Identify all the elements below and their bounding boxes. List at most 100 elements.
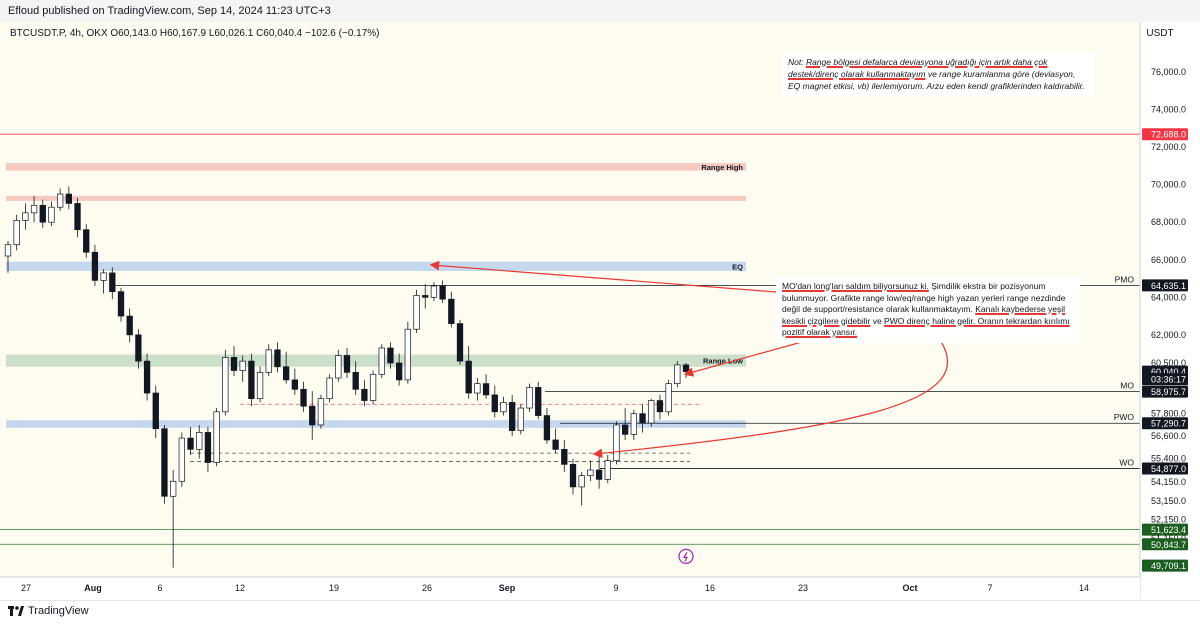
x-tick-12: 14 <box>1079 583 1089 593</box>
price-label-4: 58,975.7 <box>1151 387 1186 397</box>
candle-body-62 <box>543 415 551 441</box>
candle-body-21 <box>187 437 194 450</box>
candle-body-61 <box>535 387 542 416</box>
price-label-1: 64,635.1 <box>1151 281 1186 291</box>
candle-body-46 <box>404 328 411 381</box>
candle-body-55 <box>482 383 490 396</box>
candle-body-65 <box>569 464 577 488</box>
candle-body-75 <box>656 400 664 413</box>
candle-body-14 <box>126 315 133 336</box>
y-tick-11: 56,600.0 <box>1151 431 1186 441</box>
candle-body-30 <box>265 349 272 373</box>
candle-body-53 <box>465 360 472 394</box>
candle-body-49 <box>430 285 438 298</box>
note-middle: MO'dan long'ları saldım biliyorsunuz ki.… <box>776 277 1080 343</box>
candle-body-13 <box>117 291 125 317</box>
candle-body-24 <box>213 411 220 463</box>
candle-body-29 <box>256 372 264 400</box>
arrow-to-high <box>429 260 777 293</box>
note-top-rest: ve range kuramlanma göre (deviasyon, EQ … <box>788 69 1085 91</box>
y-tick-4: 68,000.0 <box>1151 217 1186 227</box>
y-tick-6: 64,000.0 <box>1151 292 1186 302</box>
zone-0 <box>6 163 746 171</box>
candle-body-68 <box>595 469 603 480</box>
level-label-pwo: PWO <box>1114 412 1135 422</box>
price-label-9: 49,709.1 <box>1151 561 1186 571</box>
candle-body-28 <box>248 360 255 400</box>
candle-body-57 <box>500 402 507 413</box>
tradingview-logo[interactable]: TradingView <box>8 605 89 617</box>
candle-body-43 <box>378 347 385 375</box>
candle-body-72 <box>630 413 637 435</box>
candle-body-33 <box>291 379 298 390</box>
candle-body-71 <box>622 424 629 435</box>
legend-ohlc: BTCUSDT.P, 4h, OKX O60,143.0 H60,167.9 L… <box>10 28 380 39</box>
time-axis-bg <box>0 577 1140 599</box>
candle-body-8 <box>74 203 81 231</box>
arrow-to-current <box>683 336 821 377</box>
y-tick-8: 60,500.0 <box>1151 358 1186 368</box>
candle-body-10 <box>91 251 99 281</box>
candle-body-48 <box>422 295 429 298</box>
candle-body-38 <box>335 355 342 379</box>
level-label-pmo: PMO <box>1115 274 1135 284</box>
candle-body-25 <box>222 357 229 413</box>
price-axis-bg <box>1140 22 1200 599</box>
candle-body-77 <box>674 364 681 384</box>
y-tick-14: 53,150.0 <box>1151 496 1186 506</box>
candle-body-11 <box>100 272 107 281</box>
x-tick-1: Aug <box>84 583 102 593</box>
note-mid-u3: PWO direnç haline gelir. Oranın tekrarda… <box>782 315 1070 338</box>
candle-body-4 <box>39 204 46 223</box>
candle-body-51 <box>448 298 455 324</box>
x-tick-11: 7 <box>987 583 992 593</box>
candle-body-74 <box>648 400 655 424</box>
candle-body-27 <box>239 360 246 371</box>
y-tick-7: 62,000.0 <box>1151 330 1186 340</box>
x-tick-10: Oct <box>902 583 917 593</box>
candle-body-44 <box>387 347 394 364</box>
price-label-bg-3 <box>1142 373 1188 386</box>
price-label-bg-4 <box>1142 385 1188 398</box>
candle-body-66 <box>578 475 585 488</box>
note-mid-t2: ve <box>870 315 885 326</box>
candle-body-59 <box>517 407 524 431</box>
x-tick-7: 9 <box>613 583 618 593</box>
candle-body-54 <box>474 383 481 394</box>
candle-body-37 <box>326 377 333 400</box>
x-tick-5: 26 <box>422 583 432 593</box>
price-label-bg-1 <box>1142 279 1188 292</box>
candle-body-60 <box>526 387 533 409</box>
price-axis: 76,000.0 74,000.0 72,000.0 70,000.0 68,000.0… <box>1139 22 1200 599</box>
candle-body-50 <box>439 285 446 300</box>
candle-body-22 <box>196 432 203 450</box>
candle-body-56 <box>491 394 498 413</box>
time-axis: 27 Aug 6 12 19 26 Sep 9 16 23 Oct 7 14 <box>0 548 1140 599</box>
candle-body-1 <box>13 219 20 246</box>
candle-body-2 <box>22 212 29 221</box>
y-tick-15: 52,150.0 <box>1151 515 1186 525</box>
candle-body-26 <box>230 357 238 371</box>
zone-label-3: Range Low <box>703 357 743 366</box>
candle-body-40 <box>352 372 359 390</box>
candle-body-32 <box>283 366 290 381</box>
candle-body-58 <box>509 402 516 431</box>
note-top: Not: Range bölgesi defalarca deviasyona … <box>782 52 1094 96</box>
candle-body-7 <box>65 193 72 204</box>
chart-area[interactable]: Range High EQ Range Low PMO MO PWO WO 76,000.… <box>0 22 1200 599</box>
candle-body-16 <box>143 360 151 394</box>
candle-body-42 <box>369 373 377 401</box>
brand-text: TradingView <box>28 605 89 617</box>
zone-2 <box>6 261 746 272</box>
y-tick-2: 72,000.0 <box>1151 142 1186 152</box>
candle-body-23 <box>204 432 212 463</box>
zone-label-2: EQ <box>732 262 743 271</box>
candle-body-20 <box>178 437 185 482</box>
candle-body-73 <box>639 413 646 424</box>
x-tick-4: 19 <box>329 583 339 593</box>
candle-body-69 <box>604 460 611 480</box>
x-tick-2: 6 <box>157 583 162 593</box>
y-tick-12: 55,400.0 <box>1151 454 1186 464</box>
note-mid-u2: Kanalı kaybederse yeşil kesikli çizgiler… <box>782 304 1066 326</box>
